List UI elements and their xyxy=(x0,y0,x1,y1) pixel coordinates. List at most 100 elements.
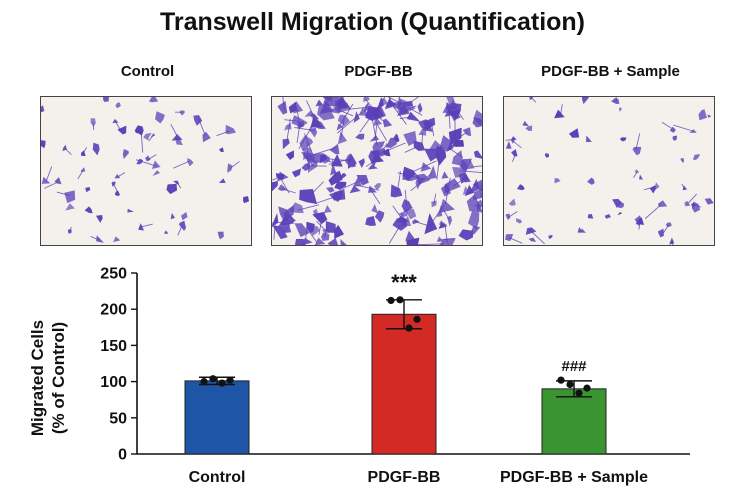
stained-cell xyxy=(390,184,403,198)
cell-process xyxy=(307,229,318,243)
stained-cell xyxy=(114,174,121,179)
data-point xyxy=(200,378,208,386)
stained-cell xyxy=(365,215,377,227)
stained-cell xyxy=(218,147,224,153)
cell-process xyxy=(82,147,87,154)
stained-cell xyxy=(367,164,379,170)
cell-process xyxy=(509,237,523,244)
stained-cell xyxy=(309,113,319,121)
stained-cell xyxy=(468,211,480,230)
stained-cell xyxy=(327,237,338,245)
cell-process xyxy=(406,106,423,116)
stained-cell xyxy=(329,143,340,155)
cell-process xyxy=(681,183,685,189)
cell-process xyxy=(662,224,670,235)
y-tick-label: 100 xyxy=(100,374,127,391)
cell-process xyxy=(177,224,183,236)
stained-cell xyxy=(143,132,152,141)
stained-cell xyxy=(308,127,318,138)
stained-cell xyxy=(544,152,550,158)
stained-cell xyxy=(289,214,296,223)
stained-cell xyxy=(187,157,194,167)
stained-cell xyxy=(218,178,226,184)
stained-cell xyxy=(314,237,326,245)
stained-cell xyxy=(308,160,318,173)
stained-cell xyxy=(505,233,514,242)
cell-process xyxy=(147,154,157,161)
stained-cell xyxy=(227,163,233,173)
stained-cell xyxy=(665,222,672,228)
stained-cell xyxy=(152,170,161,177)
cell-process xyxy=(297,204,319,211)
stained-cell xyxy=(522,120,529,127)
stained-cell xyxy=(356,174,369,186)
stained-cell xyxy=(611,98,620,105)
cell-process xyxy=(56,191,71,196)
stained-cell xyxy=(471,225,481,235)
stained-cell xyxy=(473,150,482,159)
cell-process xyxy=(644,186,657,191)
stained-cell xyxy=(382,118,393,128)
cell-process xyxy=(176,182,182,189)
stained-cell xyxy=(692,201,701,213)
data-point xyxy=(557,376,565,384)
cell-process xyxy=(324,227,328,238)
stained-cell xyxy=(225,124,237,135)
cell-process xyxy=(328,158,349,165)
stained-cell xyxy=(653,182,660,192)
cell-process xyxy=(140,223,153,228)
cell-process xyxy=(318,216,323,235)
stained-cell xyxy=(170,212,176,220)
micrograph-pdgfbb-sample xyxy=(503,96,715,246)
stained-cell xyxy=(355,133,365,140)
stained-cell xyxy=(634,215,643,226)
cell-process xyxy=(359,114,374,133)
stained-cell xyxy=(436,206,443,217)
data-point xyxy=(387,296,395,305)
category-label: PDGF-BB xyxy=(368,469,441,486)
stained-cell xyxy=(634,169,640,174)
cell-process xyxy=(512,153,517,162)
stained-cell xyxy=(451,150,463,166)
micrograph-pdgfbb xyxy=(271,96,483,246)
stained-cell xyxy=(127,208,134,213)
data-point xyxy=(566,380,574,389)
category-label: PDGF-BB + Sample xyxy=(500,469,648,486)
stained-cell xyxy=(134,125,144,136)
stained-cell xyxy=(217,231,224,240)
stained-cell xyxy=(65,203,75,211)
cell-process xyxy=(338,178,365,191)
panel-label-pdgfbb-sample: PDGF-BB + Sample xyxy=(541,63,680,80)
cell-process xyxy=(449,109,461,115)
cell-process xyxy=(633,172,638,179)
y-tick-label: 250 xyxy=(100,266,127,283)
stained-cell xyxy=(181,212,188,221)
stained-cell xyxy=(96,235,104,243)
cell-process xyxy=(402,105,417,113)
stained-cell xyxy=(461,174,471,183)
stained-cell xyxy=(114,190,121,197)
stained-cell xyxy=(397,101,410,117)
stained-cell xyxy=(554,109,565,119)
stained-cell xyxy=(328,106,343,114)
cell-process xyxy=(388,225,401,244)
stained-cell xyxy=(363,97,370,103)
stained-cell xyxy=(325,221,336,234)
stained-cell xyxy=(402,166,416,182)
stained-cell xyxy=(41,105,45,113)
stained-cell xyxy=(632,146,642,156)
cell-process xyxy=(148,134,155,142)
stained-cell xyxy=(353,176,362,187)
stained-cell xyxy=(472,117,482,128)
data-point xyxy=(226,376,234,384)
stained-cell xyxy=(372,141,385,154)
stained-cell xyxy=(421,121,433,132)
stained-cell xyxy=(386,137,398,149)
stained-cell xyxy=(272,180,278,192)
cell-process xyxy=(306,181,324,199)
stained-cell xyxy=(202,131,211,143)
stained-cell xyxy=(294,223,310,238)
stained-cell xyxy=(294,238,306,245)
cell-process xyxy=(404,189,408,206)
stained-cell xyxy=(619,137,627,142)
